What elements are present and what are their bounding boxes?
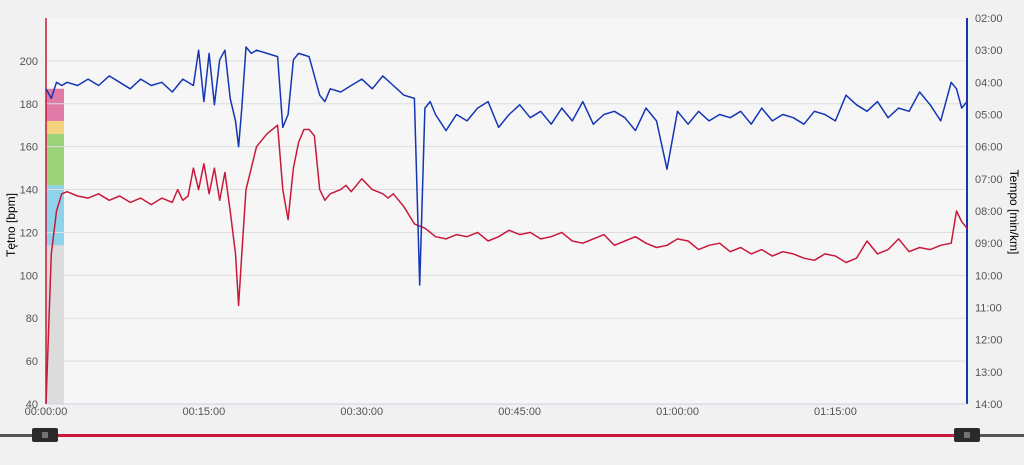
- right-tick-label: 07:00: [975, 174, 1003, 186]
- right-tick-label: 12:00: [975, 335, 1003, 347]
- tick-labels: 40 60 80 100 120 140 160 180 200 02:00 03:00 04:00 0…: [20, 13, 1003, 418]
- x-tick-label: 00:30:00: [340, 406, 383, 418]
- x-tick-label: 01:00:00: [656, 406, 699, 418]
- slider-handle-left[interactable]: [32, 428, 58, 442]
- range-slider[interactable]: [0, 428, 1024, 442]
- right-tick-label: 13:00: [975, 367, 1003, 379]
- right-tick-label: 08:00: [975, 206, 1003, 218]
- x-tick-label: 00:45:00: [498, 406, 541, 418]
- x-tick-label: 00:00:00: [25, 406, 68, 418]
- heart-rate-zones: [46, 88, 64, 404]
- right-tick-label: 02:00: [975, 13, 1003, 25]
- left-tick-label: 140: [20, 185, 38, 197]
- slider-handle-right[interactable]: [954, 428, 980, 442]
- left-axis-title: Tętno [bpm]: [4, 193, 18, 257]
- axes: [45, 18, 968, 405]
- right-tick-label: 03:00: [975, 45, 1003, 57]
- right-tick-label: 11:00: [975, 303, 1002, 315]
- right-tick-label: 10:00: [975, 270, 1003, 282]
- hr-zone-4: [46, 120, 64, 134]
- heart-rate-line: [45, 124, 968, 405]
- left-tick-label: 40: [26, 399, 38, 411]
- right-tick-label: 09:00: [975, 238, 1003, 250]
- left-tick-label: 200: [20, 56, 38, 68]
- left-tick-label: 120: [20, 227, 38, 239]
- series-group: [45, 46, 968, 405]
- right-tick-label: 14:00: [975, 399, 1003, 411]
- right-tick-label: 06:00: [975, 142, 1003, 154]
- left-tick-label: 60: [26, 356, 38, 368]
- plot-area: [46, 18, 967, 404]
- left-tick-label: 100: [20, 270, 38, 282]
- plot-background: [46, 18, 967, 404]
- x-tick-label: 01:15:00: [814, 406, 857, 418]
- right-tick-label: 05:00: [975, 110, 1003, 122]
- pace-line: [45, 46, 968, 286]
- slider-selected-range: [45, 434, 967, 437]
- x-tick-label: 00:15:00: [182, 406, 225, 418]
- hr-zone-3: [46, 133, 64, 186]
- right-axis-title: Tempo [min/km]: [1007, 170, 1021, 255]
- left-tick-label: 80: [26, 313, 38, 325]
- right-tick-label: 04:00: [975, 77, 1003, 89]
- left-tick-label: 160: [20, 142, 38, 154]
- left-tick-label: 180: [20, 99, 38, 111]
